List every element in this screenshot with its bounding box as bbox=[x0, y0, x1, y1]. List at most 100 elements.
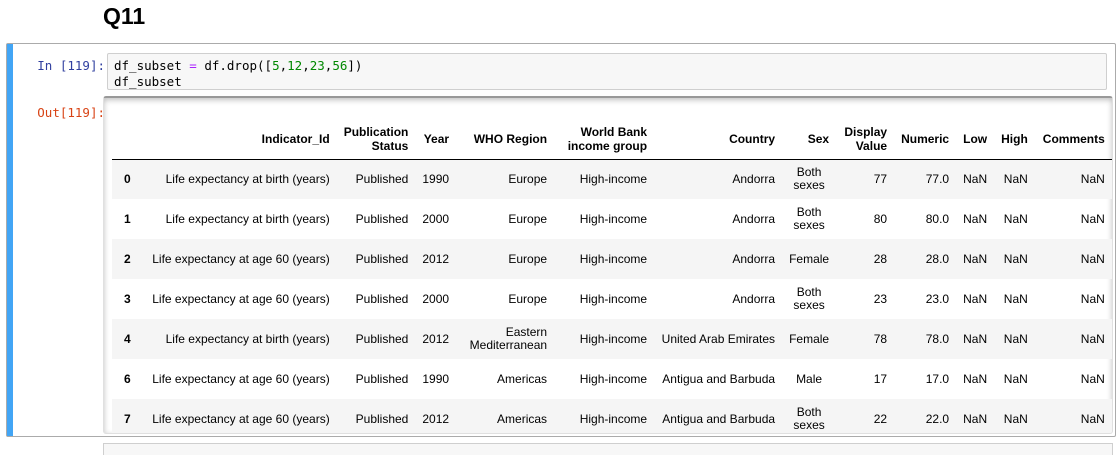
table-cell: Life expectancy at age 60 (years) bbox=[152, 411, 330, 426]
table-cell: 1990 bbox=[422, 171, 450, 186]
table-cell: NaN bbox=[1080, 291, 1105, 306]
table-cell: Published bbox=[355, 291, 409, 306]
table-cell: Life expectancy at age 60 (years) bbox=[152, 251, 330, 266]
table-cell: Both sexes bbox=[793, 165, 825, 193]
table-cell: Male bbox=[796, 371, 823, 386]
table-row: 3 Life expectancy at age 60 (years) Publ… bbox=[112, 279, 1112, 319]
table-cell: 77 bbox=[873, 171, 888, 186]
table-cell: Published bbox=[355, 371, 409, 386]
row-index: 0 bbox=[124, 172, 131, 187]
table-row: 4 Life expectancy at birth (years) Publi… bbox=[112, 319, 1112, 359]
column-header: World Bank income group bbox=[554, 120, 655, 160]
table-cell: NaN bbox=[1003, 211, 1028, 226]
table-cell: United Arab Emirates bbox=[661, 331, 776, 346]
table-cell: NaN bbox=[963, 411, 988, 426]
table-cell: High-income bbox=[579, 291, 648, 306]
table-row: 0 Life expectancy at birth (years) Publi… bbox=[112, 159, 1112, 199]
code-number: 5 bbox=[272, 58, 280, 73]
table-cell: NaN bbox=[1080, 371, 1105, 386]
code-text: , bbox=[279, 58, 288, 73]
table-cell: NaN bbox=[963, 251, 988, 266]
table-cell: Europe bbox=[508, 291, 548, 306]
table-cell: 80.0 bbox=[925, 211, 950, 226]
column-header: Numeric bbox=[894, 120, 957, 160]
row-index: 1 bbox=[124, 212, 131, 226]
column-header: High bbox=[994, 120, 1035, 160]
table-cell: Published bbox=[355, 411, 409, 426]
table-cell: 17.0 bbox=[925, 371, 950, 386]
table-header-row: Indicator_Id Publication Status Year WHO… bbox=[112, 120, 1112, 160]
table-cell: Antigua and Barbuda bbox=[662, 411, 776, 426]
column-header: Country bbox=[654, 120, 783, 160]
notebook-code-cell[interactable]: In [119]: df_subset = df.drop([5,12,23,5… bbox=[6, 43, 1116, 437]
code-operator: = bbox=[189, 58, 197, 73]
table-cell: 2012 bbox=[422, 251, 450, 266]
table-cell: Published bbox=[355, 211, 409, 226]
table-cell: 2000 bbox=[422, 291, 450, 306]
table-row: 1 Life expectancy at birth (years) Publi… bbox=[112, 199, 1112, 239]
row-index: 4 bbox=[124, 332, 131, 346]
table-cell: Published bbox=[355, 331, 409, 346]
table-cell: 2012 bbox=[422, 331, 450, 346]
table-cell: Female bbox=[789, 251, 830, 266]
table-cell: Published bbox=[355, 171, 409, 186]
table-cell: 17 bbox=[873, 371, 888, 386]
row-index: 2 bbox=[124, 252, 131, 266]
table-cell: Americas bbox=[497, 371, 548, 386]
table-cell: 28 bbox=[873, 251, 888, 266]
code-editor[interactable]: df_subset = df.drop([5,12,23,56]) df_sub… bbox=[107, 53, 1107, 90]
table-cell: Life expectancy at birth (years) bbox=[165, 211, 330, 226]
table-cell: Europe bbox=[508, 171, 548, 186]
column-header: Display Value bbox=[836, 120, 895, 160]
table-cell: 77.0 bbox=[925, 171, 950, 186]
table-cell: High-income bbox=[579, 411, 648, 426]
code-text: , bbox=[324, 58, 333, 73]
table-cell: NaN bbox=[1080, 251, 1105, 266]
table-row: 6 Life expectancy at age 60 (years) Publ… bbox=[112, 359, 1112, 399]
table-cell: Life expectancy at age 60 (years) bbox=[152, 371, 330, 386]
table-cell: Life expectancy at age 60 (years) bbox=[152, 291, 330, 306]
column-header: Low bbox=[956, 120, 995, 160]
code-number: 56 bbox=[332, 58, 348, 73]
output-area[interactable]: Indicator_Id Publication Status Year WHO… bbox=[103, 96, 1113, 434]
input-prompt: In [119]: bbox=[37, 58, 105, 73]
code-number: 12 bbox=[287, 58, 303, 73]
table-cell: High-income bbox=[579, 331, 648, 346]
table-cell: High-income bbox=[579, 211, 648, 226]
code-text: df.drop([ bbox=[196, 58, 273, 73]
selected-cell-indicator bbox=[7, 44, 13, 436]
row-index: 7 bbox=[124, 412, 131, 426]
table-cell: 80 bbox=[873, 211, 888, 226]
table-cell: Eastern Mediterranean bbox=[469, 325, 548, 352]
table-cell: Published bbox=[355, 251, 409, 266]
table-cell: High-income bbox=[579, 171, 648, 186]
table-cell: Andorra bbox=[732, 211, 776, 226]
table-cell: 22 bbox=[873, 411, 888, 426]
table-cell: Both sexes bbox=[793, 405, 825, 432]
row-index: 6 bbox=[124, 372, 131, 386]
table-cell: Life expectancy at birth (years) bbox=[165, 171, 330, 186]
column-header: WHO Region bbox=[456, 120, 555, 160]
table-cell: NaN bbox=[1080, 211, 1105, 226]
table-cell: 1990 bbox=[422, 371, 450, 386]
table-cell: Antigua and Barbuda bbox=[662, 371, 776, 386]
table-cell: NaN bbox=[1080, 411, 1105, 426]
index-header bbox=[112, 120, 143, 160]
table-cell: NaN bbox=[1003, 251, 1028, 266]
code-line-1: df_subset = df.drop([5,12,23,56]) bbox=[114, 58, 1100, 74]
table-cell: Female bbox=[789, 331, 830, 346]
table-cell: 28.0 bbox=[925, 251, 950, 266]
table-cell: NaN bbox=[963, 371, 988, 386]
table-cell: 78 bbox=[873, 331, 888, 346]
code-text: ]) bbox=[347, 58, 363, 73]
table-row: 2 Life expectancy at age 60 (years) Publ… bbox=[112, 239, 1112, 279]
column-header: Sex bbox=[782, 120, 837, 160]
table-cell: 2000 bbox=[422, 211, 450, 226]
next-code-cell[interactable] bbox=[103, 443, 1113, 455]
table-cell: NaN bbox=[963, 291, 988, 306]
table-cell: Both sexes bbox=[793, 205, 825, 232]
column-header: Publication Status bbox=[336, 120, 416, 160]
table-cell: NaN bbox=[1003, 411, 1028, 426]
table-cell: NaN bbox=[963, 171, 988, 186]
table-cell: Life expectancy at birth (years) bbox=[165, 331, 330, 346]
